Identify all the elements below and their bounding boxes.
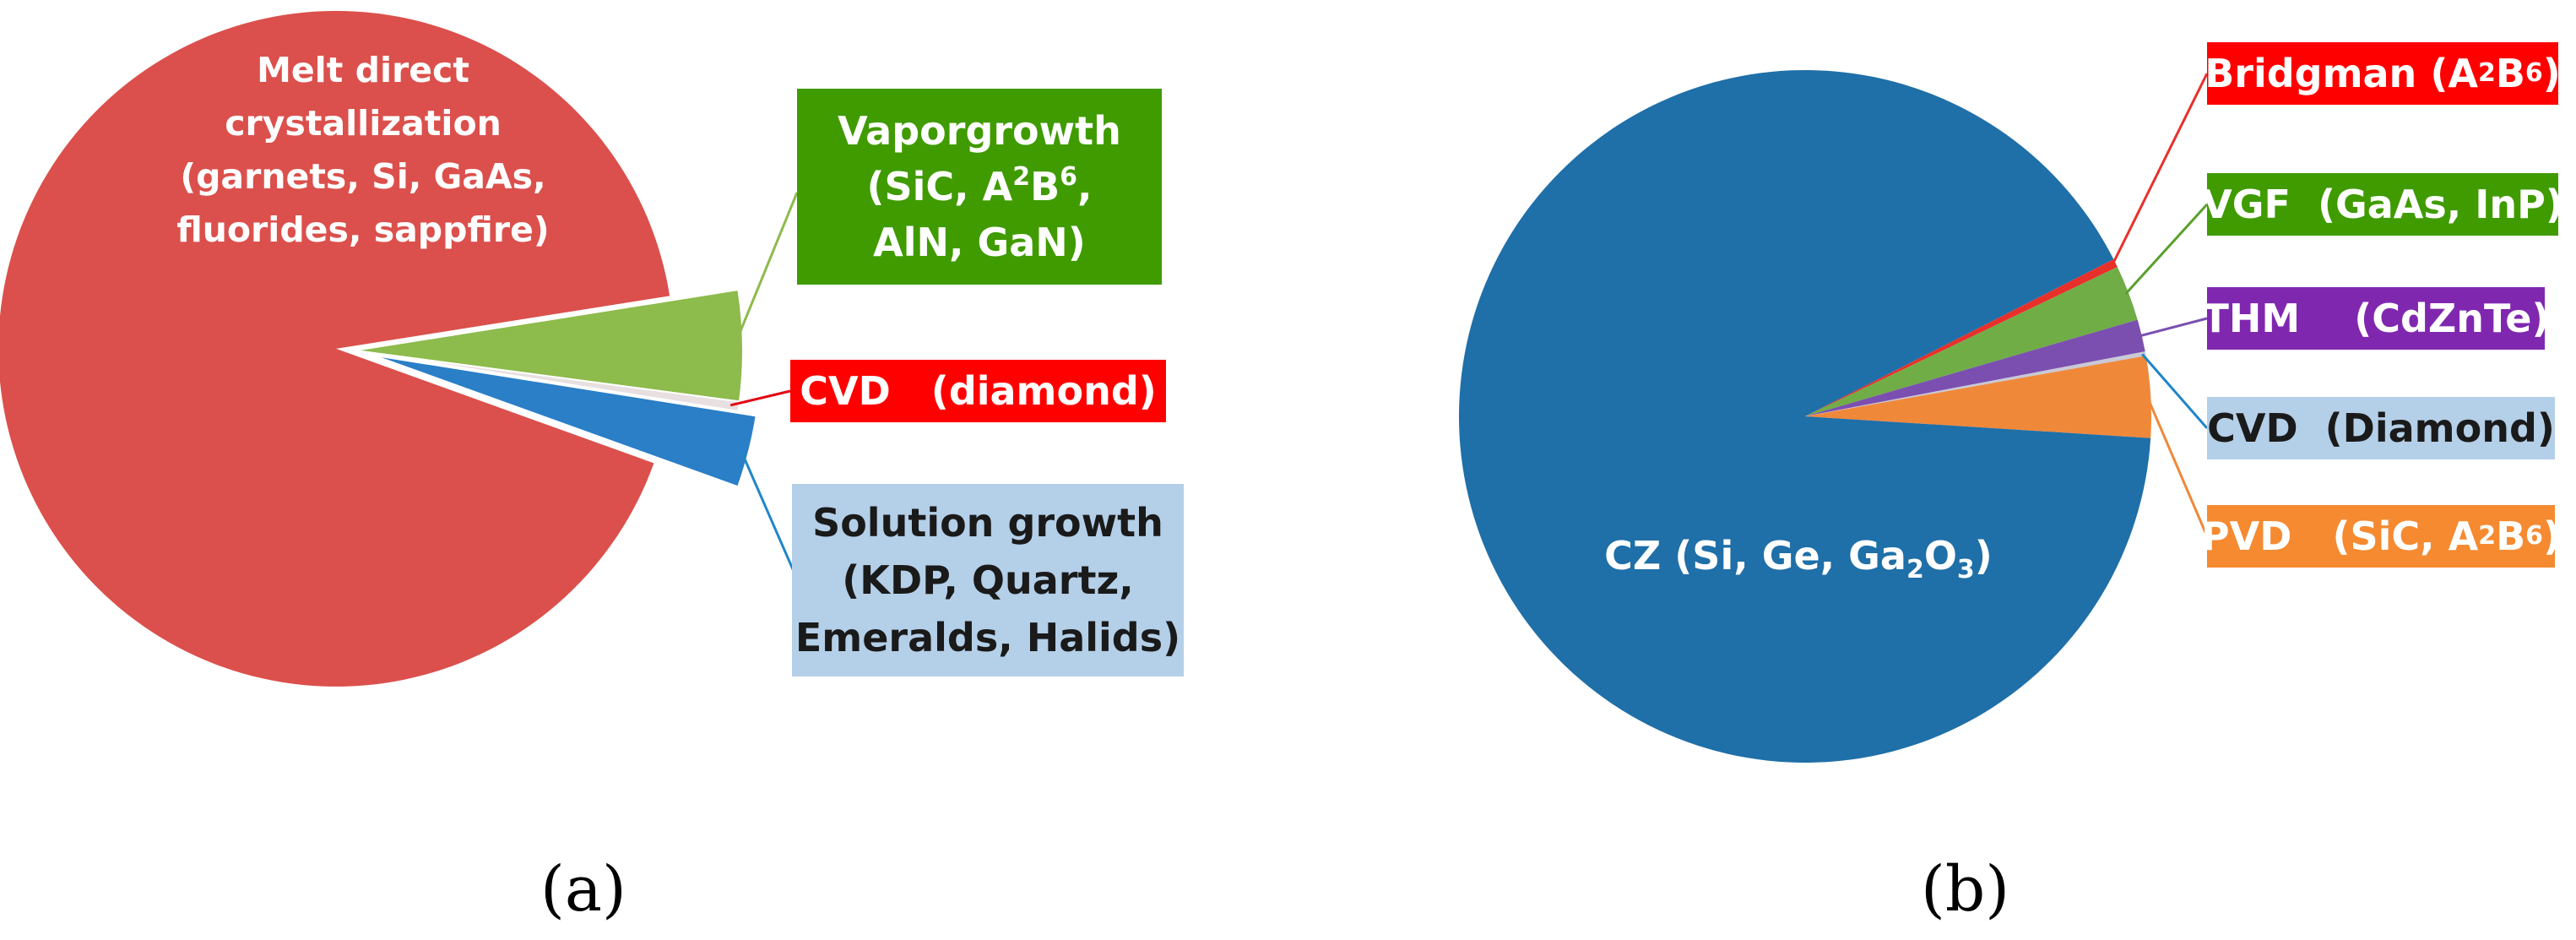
- leader-line-vgf: [2124, 203, 2209, 296]
- slice-solution: [371, 354, 757, 488]
- leader-line-solution: [739, 448, 800, 584]
- slice-thm: [1805, 319, 2145, 416]
- callout-solution-line-3: Emeralds, Halids): [794, 615, 1181, 660]
- callout-cvd-diamond-b: CVD (Diamond): [2207, 397, 2555, 459]
- leader-line-bridgman: [2111, 73, 2209, 265]
- slice-label-melt-line-4: fluorides, sappfire): [176, 209, 550, 250]
- slice-pvd: [1805, 356, 2151, 438]
- callout-solution-line-1: Solution growth: [812, 500, 1163, 546]
- callout-vapor-word-1: Vapor: [838, 108, 966, 154]
- leader-line-thm: [2138, 317, 2208, 338]
- leader-line-pvd: [2145, 396, 2209, 537]
- callout-thm: THM (CdZnTe): [2203, 287, 2550, 350]
- callout-vgf: VGF (GaAs, InP): [2202, 173, 2563, 236]
- callout-cvd-text: CVD (diamond): [800, 368, 1157, 414]
- panel-label-b: (b): [1921, 853, 2010, 926]
- slice-label-cz: CZ (Si, Ge, Ga2O3): [1604, 533, 1993, 584]
- callout-vapor-line-2: (SiC, A2B6,: [866, 162, 1093, 209]
- slice-vgf: [1805, 267, 2138, 416]
- callout-solution-line-2: (KDP, Quartz,: [842, 557, 1134, 603]
- callout-pvd: PVD (SiC, A 2 B 6): [2201, 505, 2561, 568]
- slice-bridgman: [1805, 258, 2118, 416]
- leader-line-cvd: [729, 389, 791, 407]
- slice-melt: [0, 10, 670, 687]
- callout-solution-growth: Solution growth (KDP, Quartz, Emeralds, …: [792, 484, 1184, 676]
- callout-vapor-line-3: AlN, GaN): [873, 220, 1086, 265]
- callout-cvd-diamond: CVD (diamond): [790, 360, 1166, 422]
- leader-line-vapor: [733, 192, 799, 346]
- callout-bridgman: Bridgman (A 2 B 6): [2205, 42, 2561, 105]
- slice-label-melt-line-2: crystallization: [225, 103, 502, 144]
- slice-label-melt: Melt direct crystallization (garnets, Si…: [135, 44, 591, 257]
- leader-line-cvd-b: [2141, 353, 2209, 429]
- slice-label-melt-line-3: (garnets, Si, GaAs,: [180, 156, 546, 197]
- slice-label-melt-line-1: Melt direct: [257, 50, 469, 90]
- slice-cz: [1459, 69, 2151, 763]
- panel-label-a: (a): [540, 853, 626, 926]
- slice-cvd: [354, 350, 741, 413]
- callout-vapor-word-2: growth: [965, 108, 1121, 154]
- slice-cvd: [1805, 351, 2146, 416]
- callout-vapor-growth: Vapor growth (SiC, A2B6, AlN, GaN): [797, 89, 1162, 285]
